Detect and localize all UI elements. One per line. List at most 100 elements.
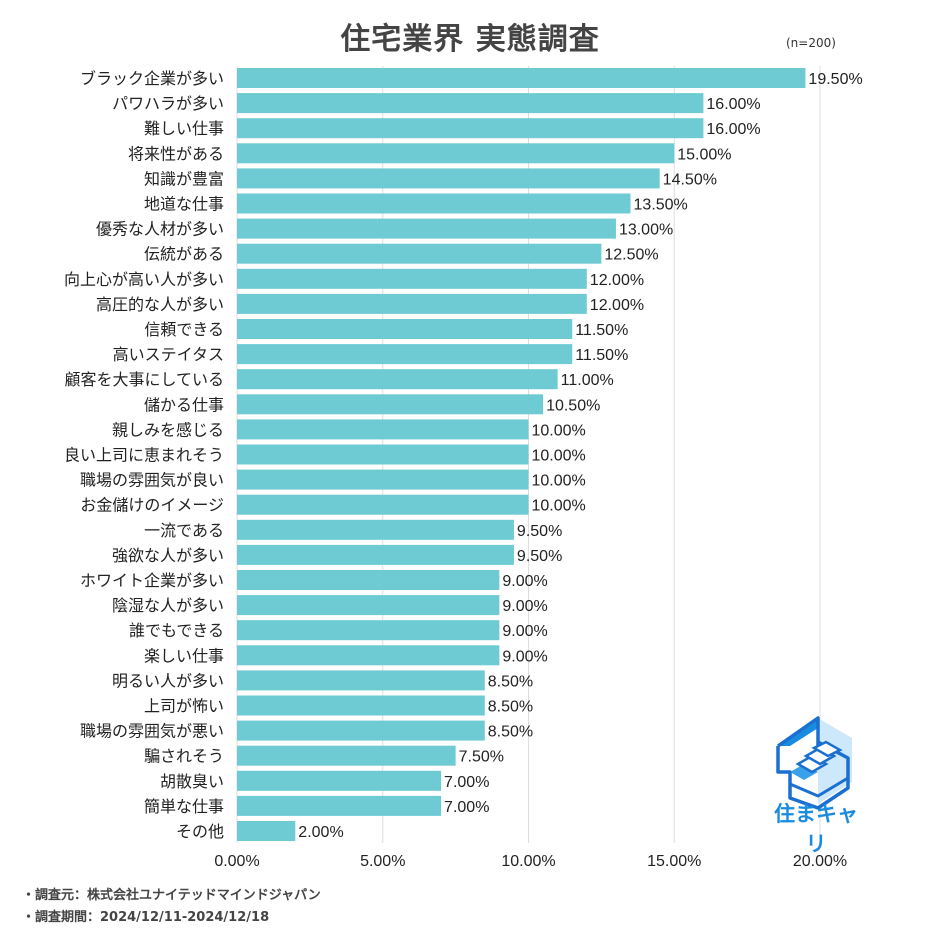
category-label: 楽しい仕事 bbox=[144, 646, 224, 665]
category-label: 一流である bbox=[144, 521, 224, 540]
bar bbox=[237, 419, 529, 440]
bar bbox=[237, 218, 616, 239]
category-label: ホワイト企業が多い bbox=[80, 571, 224, 590]
data-label: 12.00% bbox=[590, 297, 644, 314]
bar bbox=[237, 469, 529, 490]
data-label: 14.50% bbox=[663, 171, 717, 188]
bar bbox=[237, 293, 587, 314]
bar bbox=[237, 193, 631, 214]
data-label: 11.00% bbox=[561, 372, 614, 389]
data-label: 19.50% bbox=[808, 71, 862, 88]
category-label: 胡散臭い bbox=[160, 772, 224, 791]
x-tick-label: 0.00% bbox=[214, 853, 259, 870]
data-label: 8.50% bbox=[488, 673, 533, 690]
data-label: 9.00% bbox=[502, 598, 547, 615]
category-label: 簡単な仕事 bbox=[144, 797, 224, 816]
bar bbox=[237, 620, 500, 641]
x-tick-label: 15.00% bbox=[647, 853, 701, 870]
bar bbox=[237, 168, 660, 189]
bar bbox=[237, 118, 704, 139]
bar bbox=[237, 93, 704, 114]
bar bbox=[237, 720, 485, 741]
category-label: 優秀な人材が多い bbox=[96, 220, 224, 239]
category-label: 顧客を大事にしている bbox=[64, 370, 224, 389]
category-label: お金儲けのイメージ bbox=[80, 496, 224, 515]
data-label: 13.50% bbox=[634, 197, 688, 214]
data-label: 9.00% bbox=[502, 648, 547, 665]
bar bbox=[237, 795, 442, 816]
category-label: 知識が豊富 bbox=[144, 169, 224, 188]
category-label: 明るい人が多い bbox=[112, 671, 224, 690]
bar bbox=[237, 519, 514, 540]
data-label: 7.00% bbox=[444, 799, 489, 816]
data-label: 11.50% bbox=[575, 322, 628, 339]
data-label: 11.50% bbox=[575, 347, 628, 364]
category-label: 地道な仕事 bbox=[144, 195, 224, 214]
bar bbox=[237, 544, 514, 565]
chart-title: 住宅業界 実態調査 bbox=[340, 22, 600, 57]
category-label: パワハラが多い bbox=[112, 94, 224, 113]
bar bbox=[237, 319, 573, 339]
data-label: 13.00% bbox=[619, 222, 673, 239]
category-label: 信頼できる bbox=[144, 320, 224, 339]
bar bbox=[237, 494, 529, 515]
bar bbox=[237, 268, 587, 289]
category-label: 将来性がある bbox=[128, 144, 224, 163]
data-label: 12.50% bbox=[604, 247, 658, 264]
data-label: 7.50% bbox=[459, 749, 504, 766]
bar bbox=[237, 695, 485, 716]
category-label: 儲かる仕事 bbox=[144, 395, 224, 414]
bar bbox=[237, 821, 296, 841]
footer-source: ・調査元：株式会社ユナイテッドマインドジャパン bbox=[22, 888, 321, 903]
data-label: 10.50% bbox=[546, 397, 600, 414]
data-label: 8.50% bbox=[488, 724, 533, 741]
category-label: 良い上司に恵まれそう bbox=[64, 446, 224, 465]
data-label: 15.00% bbox=[677, 146, 731, 163]
bar bbox=[237, 369, 558, 390]
data-label: 9.50% bbox=[517, 523, 562, 540]
category-label: 強欲な人が多い bbox=[112, 546, 224, 565]
logo-text: 住まキャリ bbox=[774, 802, 858, 856]
bar bbox=[237, 745, 456, 766]
category-label: 親しみを感じる bbox=[112, 420, 224, 439]
data-label: 16.00% bbox=[706, 96, 760, 113]
bar bbox=[237, 243, 602, 264]
data-label: 9.00% bbox=[502, 623, 547, 640]
category-label: その他 bbox=[176, 822, 224, 841]
x-tick-label: 5.00% bbox=[360, 853, 405, 870]
bar bbox=[237, 770, 442, 791]
bar bbox=[237, 444, 529, 465]
category-label: 職場の雰囲気が悪い bbox=[80, 722, 224, 741]
footer-period: ・調査期間：2024/12/11-2024/12/18 bbox=[22, 910, 270, 925]
data-label: 10.00% bbox=[532, 422, 586, 439]
x-tick-label: 20.00% bbox=[793, 853, 847, 870]
bar bbox=[237, 394, 544, 415]
category-label: ブラック企業が多い bbox=[80, 69, 224, 88]
category-label: 高圧的な人が多い bbox=[96, 295, 224, 314]
bar bbox=[237, 645, 500, 666]
sumacari-logo: 住まキャリ bbox=[768, 712, 864, 856]
bar bbox=[237, 143, 675, 164]
category-label: 上司が怖い bbox=[144, 697, 224, 716]
data-label: 2.00% bbox=[298, 824, 343, 841]
bar bbox=[237, 344, 573, 365]
bar bbox=[237, 595, 500, 616]
data-label: 10.00% bbox=[532, 448, 586, 465]
bar bbox=[237, 670, 485, 691]
data-label: 9.50% bbox=[517, 548, 562, 565]
category-label: 向上心が高い人が多い bbox=[64, 270, 224, 289]
category-label: 難しい仕事 bbox=[144, 119, 224, 138]
data-label: 16.00% bbox=[706, 121, 760, 138]
category-label: 誰でもできる bbox=[129, 621, 224, 640]
category-label: 騙されそう bbox=[144, 747, 224, 766]
category-label: 陰湿な人が多い bbox=[112, 596, 224, 615]
category-label: 職場の雰囲気が良い bbox=[80, 471, 224, 490]
sample-size: (n=200) bbox=[786, 36, 836, 50]
data-label: 12.00% bbox=[590, 272, 644, 289]
data-label: 9.00% bbox=[502, 573, 547, 590]
stairs-house-icon bbox=[776, 716, 852, 810]
bar bbox=[237, 68, 806, 88]
data-label: 7.00% bbox=[444, 774, 489, 791]
category-label: 伝統がある bbox=[144, 245, 224, 264]
data-label: 8.50% bbox=[488, 699, 533, 716]
